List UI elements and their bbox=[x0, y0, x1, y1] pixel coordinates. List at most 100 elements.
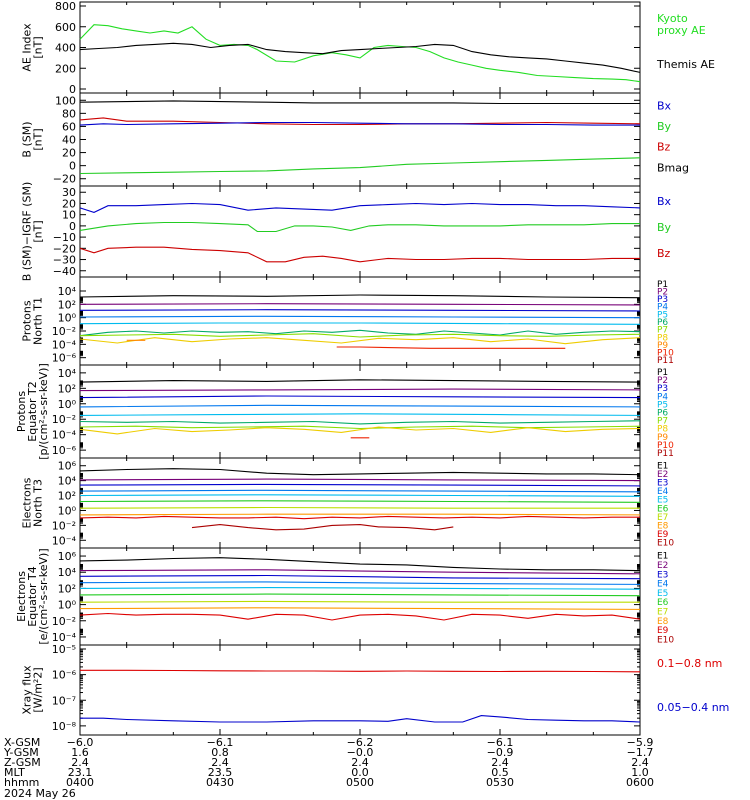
legend-label: By bbox=[657, 221, 672, 234]
series-p3 bbox=[79, 395, 641, 399]
y-tick-label: 10⁻⁶ bbox=[52, 669, 77, 682]
y-tick-label: 10⁻⁸ bbox=[52, 720, 77, 733]
x-axis-value: 0.5 bbox=[491, 766, 509, 779]
series-p6 bbox=[79, 329, 641, 337]
y-tick-label: 10 bbox=[62, 209, 76, 222]
y-axis-label: Protons bbox=[21, 300, 34, 341]
x-axis-value: 0530 bbox=[486, 776, 514, 789]
y-axis-label: B (SM)−IGRF (SM) bbox=[21, 182, 34, 282]
y-tick-label: 10⁴ bbox=[58, 285, 77, 298]
series-p8 bbox=[79, 426, 641, 435]
y-tick-label: −20 bbox=[53, 173, 76, 186]
y-axis-label: [p/(cm²-s-sr-keV)] bbox=[37, 363, 50, 460]
panel-frame bbox=[79, 547, 641, 646]
y-tick-label: 10⁻⁵ bbox=[52, 643, 76, 656]
legend-label: E5 bbox=[657, 589, 668, 599]
series-by bbox=[79, 221, 640, 233]
y-tick-label: −40 bbox=[53, 265, 76, 278]
series-p1 bbox=[79, 294, 641, 299]
legend-label: P7 bbox=[657, 417, 668, 427]
series-p1 bbox=[79, 379, 641, 383]
panel-frame bbox=[79, 644, 641, 736]
legend-label: P9 bbox=[657, 341, 668, 351]
x-axis-table: X-GSM −6.0 −6.1 −6.2 −6.1 −5.9 Y-GSM 1.6 0.8 −0.0… bbox=[3, 736, 654, 800]
series-p7 bbox=[79, 333, 641, 338]
x-axis-row-label: Y-GSM bbox=[3, 746, 39, 759]
y-axis-label: Electrons bbox=[15, 571, 28, 622]
series-0-05-0-4-nm bbox=[80, 715, 641, 723]
x-axis-value: −1.7 bbox=[627, 746, 654, 759]
series-e1 bbox=[79, 468, 641, 476]
legend-label: P1 bbox=[657, 368, 668, 378]
x-axis-value: −6.0 bbox=[67, 736, 94, 749]
y-tick-label: 60 bbox=[62, 120, 76, 133]
y-tick-label: 10⁴ bbox=[58, 475, 77, 488]
x-axis-value: 0400 bbox=[66, 776, 94, 789]
legend-label: E6 bbox=[657, 598, 669, 608]
y-axis-label: B (SM) bbox=[21, 121, 34, 157]
legend-label: Themis AE bbox=[656, 58, 715, 71]
x-axis-value: 2.4 bbox=[211, 756, 229, 769]
legend-label: E4 bbox=[657, 487, 669, 497]
legend-label: Bx bbox=[657, 195, 672, 208]
series-p2 bbox=[79, 303, 641, 306]
y-tick-label: 80 bbox=[62, 107, 76, 120]
series-p10 bbox=[336, 346, 566, 349]
y-tick-label: 10² bbox=[58, 298, 76, 311]
x-axis-value: −6.2 bbox=[347, 736, 374, 749]
series-p2 bbox=[79, 388, 641, 392]
legend-label: E3 bbox=[657, 570, 668, 580]
x-axis-value: 0430 bbox=[206, 776, 234, 789]
series-e2 bbox=[79, 478, 641, 482]
x-axis-row-label: Z-GSM bbox=[4, 756, 41, 769]
legend-label: 0.1−0.8 nm bbox=[657, 657, 722, 670]
series-bx bbox=[79, 202, 641, 213]
series-e2 bbox=[79, 569, 641, 575]
y-tick-label: 10⁴ bbox=[58, 566, 77, 579]
legend-label: E4 bbox=[657, 580, 669, 590]
series-kyoto-proxy-ae bbox=[79, 24, 641, 83]
series-e3 bbox=[79, 574, 641, 580]
series-p4 bbox=[79, 315, 641, 319]
series-p4 bbox=[79, 404, 641, 408]
legend-label: Kyoto bbox=[657, 12, 688, 25]
series-e7 bbox=[79, 600, 640, 603]
legend-label: P2 bbox=[657, 376, 668, 386]
y-tick-label: 100 bbox=[55, 94, 76, 107]
y-tick-label: 10⁻⁴ bbox=[52, 631, 77, 644]
legend-label: E10 bbox=[657, 635, 674, 645]
series-e5 bbox=[79, 587, 641, 590]
y-tick-label: 10⁻² bbox=[52, 615, 76, 628]
y-tick-label: 400 bbox=[55, 42, 76, 55]
x-axis-value: −5.9 bbox=[627, 736, 654, 749]
x-axis-row-label: X-GSM bbox=[4, 736, 40, 749]
y-tick-label: 10⁻² bbox=[52, 413, 76, 426]
panel-frame bbox=[79, 457, 641, 549]
x-axis-value: −6.1 bbox=[207, 736, 234, 749]
legend-label: E7 bbox=[657, 607, 668, 617]
panel-frame bbox=[79, 364, 641, 459]
y-tick-label: 10⁻⁴ bbox=[52, 429, 77, 442]
y-tick-label: 200 bbox=[55, 62, 76, 75]
legend-label: P7 bbox=[657, 326, 668, 336]
series-e6 bbox=[79, 500, 641, 503]
y-tick-label: 10⁰ bbox=[58, 599, 77, 612]
legend-label: P6 bbox=[657, 318, 668, 328]
series-0-1-0-8-nm bbox=[80, 669, 641, 673]
y-tick-label: −30 bbox=[53, 254, 76, 267]
y-axis-label: Equator T2 bbox=[26, 381, 39, 441]
legend-label: P11 bbox=[657, 356, 674, 366]
series-e4 bbox=[79, 489, 641, 493]
x-axis-value: 0500 bbox=[346, 776, 374, 789]
y-tick-label: 10² bbox=[58, 582, 76, 595]
x-axis-value: 2.4 bbox=[491, 756, 509, 769]
legend-label: E7 bbox=[657, 513, 668, 523]
x-axis-row-label: hhmm bbox=[4, 776, 39, 789]
panel-frame bbox=[79, 185, 641, 278]
legend-label: P8 bbox=[657, 425, 668, 435]
legend-label: P10 bbox=[657, 349, 674, 359]
